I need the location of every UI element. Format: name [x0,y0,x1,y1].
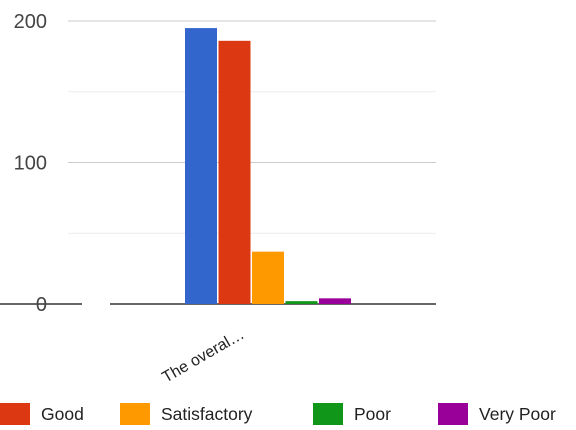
legend-label: Very Poor [479,403,556,424]
legend-swatch [313,403,343,425]
y-tick-label: 100 [14,153,47,175]
legend-label: Satisfactory [161,403,253,424]
legend-item-satisfactory[interactable]: Satisfactory [120,402,252,426]
legend-item-good[interactable]: Good [0,402,84,426]
legend-swatch [0,403,30,425]
bars [185,28,351,305]
x-axis-labels: The overal… [160,326,248,387]
legend-item-poor[interactable]: Poor [313,402,391,426]
y-tick-label: 200 [14,11,47,33]
y-tick-label: 0 [36,294,47,316]
legend-item-very-poor[interactable]: Very Poor [438,402,556,426]
legend-swatch [120,403,150,425]
bar-very-poor[interactable] [319,298,351,304]
y-axis-labels: 0 100 200 [14,11,47,316]
bar-good[interactable] [218,40,251,305]
legend-label: Poor [354,403,391,424]
gridlines [0,20,436,305]
bar-excellent[interactable] [185,28,217,304]
bar-satisfactory[interactable] [252,251,284,304]
legend-swatch [438,403,468,425]
legend: Good Satisfactory Poor Very Poor [0,400,576,428]
bar-poor[interactable] [285,301,318,304]
legend-label: Good [41,403,84,424]
x-tick-label: The overal… [160,326,248,387]
